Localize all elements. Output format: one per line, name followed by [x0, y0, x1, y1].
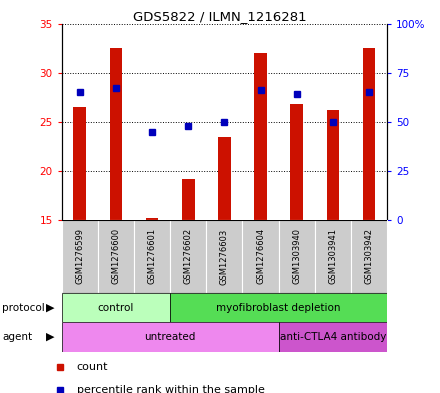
Bar [290, 104, 303, 220]
Text: agent: agent [2, 332, 32, 342]
Bar [62, 293, 170, 322]
Text: anti-CTLA4 antibody: anti-CTLA4 antibody [280, 332, 386, 342]
Text: GSM1303942: GSM1303942 [365, 228, 374, 285]
Bar [146, 218, 158, 220]
Bar [170, 293, 387, 322]
Text: GSM1303941: GSM1303941 [328, 228, 337, 285]
Bar [363, 48, 375, 220]
Text: control: control [98, 303, 134, 312]
Bar [242, 220, 279, 293]
Text: GSM1303940: GSM1303940 [292, 228, 301, 285]
Bar [279, 220, 315, 293]
Text: GSM1276601: GSM1276601 [147, 228, 157, 285]
Text: GDS5822 / ILMN_1216281: GDS5822 / ILMN_1216281 [133, 10, 307, 23]
Text: count: count [77, 362, 108, 372]
Bar [62, 220, 98, 293]
Bar [218, 136, 231, 220]
Bar [73, 107, 86, 220]
Text: myofibroblast depletion: myofibroblast depletion [216, 303, 341, 312]
Text: GSM1276603: GSM1276603 [220, 228, 229, 285]
Text: GSM1276599: GSM1276599 [75, 228, 84, 285]
Bar [206, 220, 242, 293]
Text: ▶: ▶ [46, 303, 55, 312]
Text: GSM1276600: GSM1276600 [111, 228, 121, 285]
Bar [315, 220, 351, 293]
Text: untreated: untreated [144, 332, 196, 342]
Bar [98, 220, 134, 293]
Bar [326, 110, 339, 220]
Text: GSM1276602: GSM1276602 [184, 228, 193, 285]
Bar [351, 220, 387, 293]
Text: percentile rank within the sample: percentile rank within the sample [77, 385, 265, 393]
Bar [182, 179, 194, 220]
Bar [110, 48, 122, 220]
Bar [170, 220, 206, 293]
Bar [254, 53, 267, 220]
Text: ▶: ▶ [46, 332, 55, 342]
Bar [134, 220, 170, 293]
Text: GSM1276604: GSM1276604 [256, 228, 265, 285]
Bar [62, 322, 279, 352]
Text: protocol: protocol [2, 303, 45, 312]
Bar [279, 322, 387, 352]
